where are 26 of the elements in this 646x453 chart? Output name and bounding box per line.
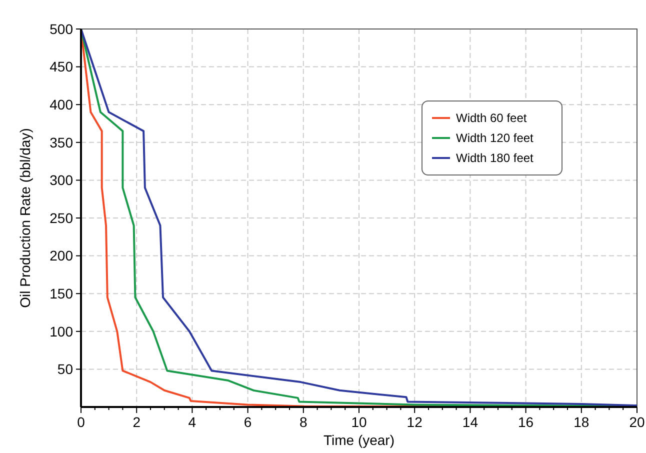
x-tick-label: 4 [188, 414, 196, 430]
x-tick-label: 6 [244, 414, 252, 430]
y-tick-label: 500 [50, 20, 74, 37]
y-tick-label: 150 [50, 286, 74, 302]
y-tick-label: 400 [50, 96, 74, 112]
x-tick-label: 12 [406, 414, 423, 430]
y-tick-label: 350 [50, 134, 74, 150]
legend-label: Width 180 feet [456, 151, 534, 166]
x-tick-label: 16 [518, 414, 534, 430]
x-tick-label: 0 [77, 414, 86, 430]
y-tick-label: 300 [50, 172, 74, 188]
x-tick-label: 20 [629, 414, 645, 430]
x-axis-title: Time (year) [323, 432, 395, 448]
y-tick-label: 250 [50, 210, 74, 226]
x-tick-label: 8 [300, 414, 308, 430]
legend-label: Width 120 feet [456, 131, 534, 146]
legend-label: Width 60 feet [456, 111, 528, 126]
x-tick-label: 14 [462, 414, 478, 430]
y-tick-label: 200 [50, 248, 74, 264]
x-tick-label: 18 [574, 414, 590, 430]
x-tick-label: 10 [351, 414, 367, 430]
y-tick-label: 100 [50, 323, 74, 340]
y-axis-title: Oil Production Rate (bbl/day) [17, 128, 33, 308]
y-tick-label: 50 [57, 361, 74, 378]
x-tick-label: 2 [132, 414, 141, 430]
y-tick-label: 450 [50, 58, 74, 75]
